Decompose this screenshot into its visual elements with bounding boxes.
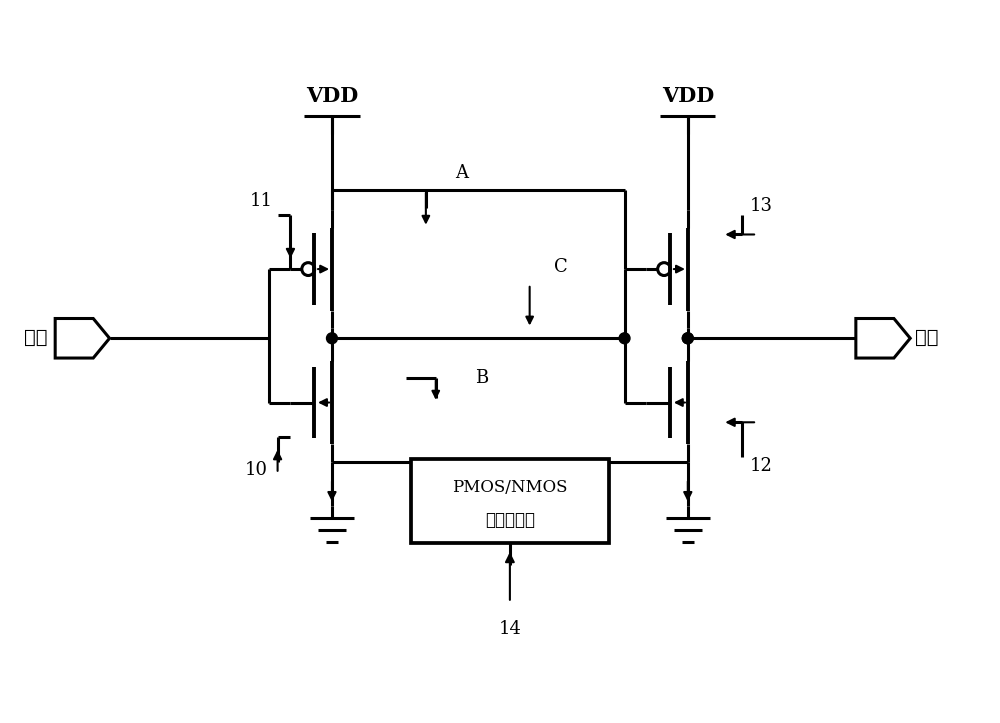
Text: 10: 10 bbox=[245, 461, 268, 479]
Text: A: A bbox=[456, 164, 469, 182]
Polygon shape bbox=[856, 319, 910, 358]
Circle shape bbox=[682, 333, 693, 343]
Text: 11: 11 bbox=[250, 192, 273, 210]
Text: 12: 12 bbox=[750, 457, 773, 475]
Polygon shape bbox=[55, 319, 110, 358]
Circle shape bbox=[682, 333, 693, 343]
Text: 输入: 输入 bbox=[24, 329, 47, 347]
Text: 输出: 输出 bbox=[915, 329, 939, 347]
Text: C: C bbox=[554, 258, 568, 276]
Circle shape bbox=[619, 333, 630, 343]
Text: VDD: VDD bbox=[306, 86, 358, 106]
Text: VDD: VDD bbox=[662, 86, 714, 106]
Text: B: B bbox=[475, 369, 489, 387]
Text: 14: 14 bbox=[498, 620, 521, 638]
Text: 13: 13 bbox=[750, 197, 773, 215]
Text: 体控制电路: 体控制电路 bbox=[485, 512, 535, 529]
Text: PMOS/NMOS: PMOS/NMOS bbox=[452, 479, 568, 495]
FancyBboxPatch shape bbox=[411, 459, 609, 544]
Circle shape bbox=[327, 333, 337, 343]
